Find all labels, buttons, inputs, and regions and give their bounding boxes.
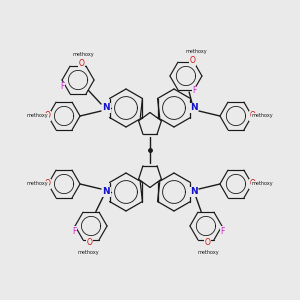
Text: methoxy: methoxy bbox=[73, 52, 94, 57]
Text: F: F bbox=[60, 82, 64, 91]
Text: F: F bbox=[220, 226, 224, 236]
Text: methoxy: methoxy bbox=[251, 182, 273, 187]
Text: methoxy: methoxy bbox=[251, 113, 273, 119]
Text: methoxy: methoxy bbox=[185, 49, 207, 54]
Text: methoxy: methoxy bbox=[78, 250, 99, 255]
Text: O: O bbox=[45, 179, 51, 188]
Text: O: O bbox=[249, 179, 255, 188]
Text: N: N bbox=[102, 103, 110, 112]
Text: methoxy: methoxy bbox=[27, 182, 49, 187]
Text: O: O bbox=[78, 59, 84, 68]
Text: methoxy: methoxy bbox=[27, 113, 49, 119]
Text: N: N bbox=[190, 188, 198, 196]
Text: O: O bbox=[189, 56, 195, 65]
Text: F: F bbox=[192, 86, 197, 95]
Text: N: N bbox=[190, 103, 198, 112]
Text: O: O bbox=[249, 112, 255, 121]
Text: O: O bbox=[86, 238, 92, 247]
Text: methoxy: methoxy bbox=[198, 250, 219, 255]
Text: F: F bbox=[73, 226, 77, 236]
Text: O: O bbox=[45, 112, 51, 121]
Text: N: N bbox=[102, 188, 110, 196]
Text: O: O bbox=[205, 238, 211, 247]
